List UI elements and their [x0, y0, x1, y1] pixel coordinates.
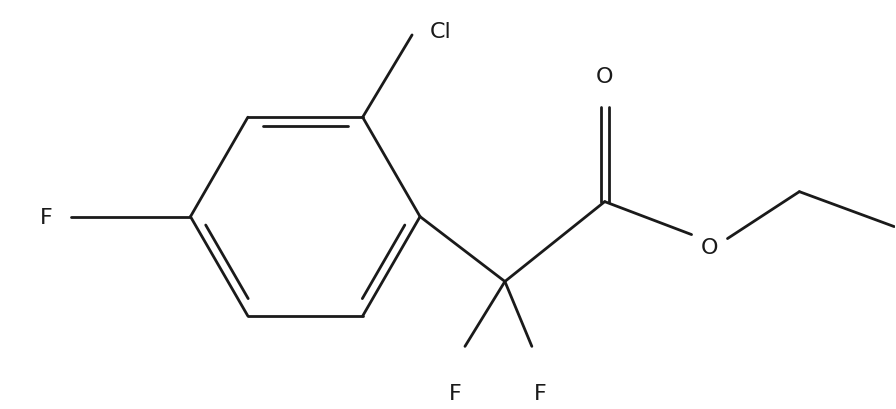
Text: O: O [701, 237, 719, 257]
Text: F: F [40, 207, 53, 227]
Text: Cl: Cl [430, 22, 452, 42]
Text: O: O [596, 67, 614, 87]
Text: F: F [449, 383, 461, 403]
Text: F: F [533, 383, 547, 403]
